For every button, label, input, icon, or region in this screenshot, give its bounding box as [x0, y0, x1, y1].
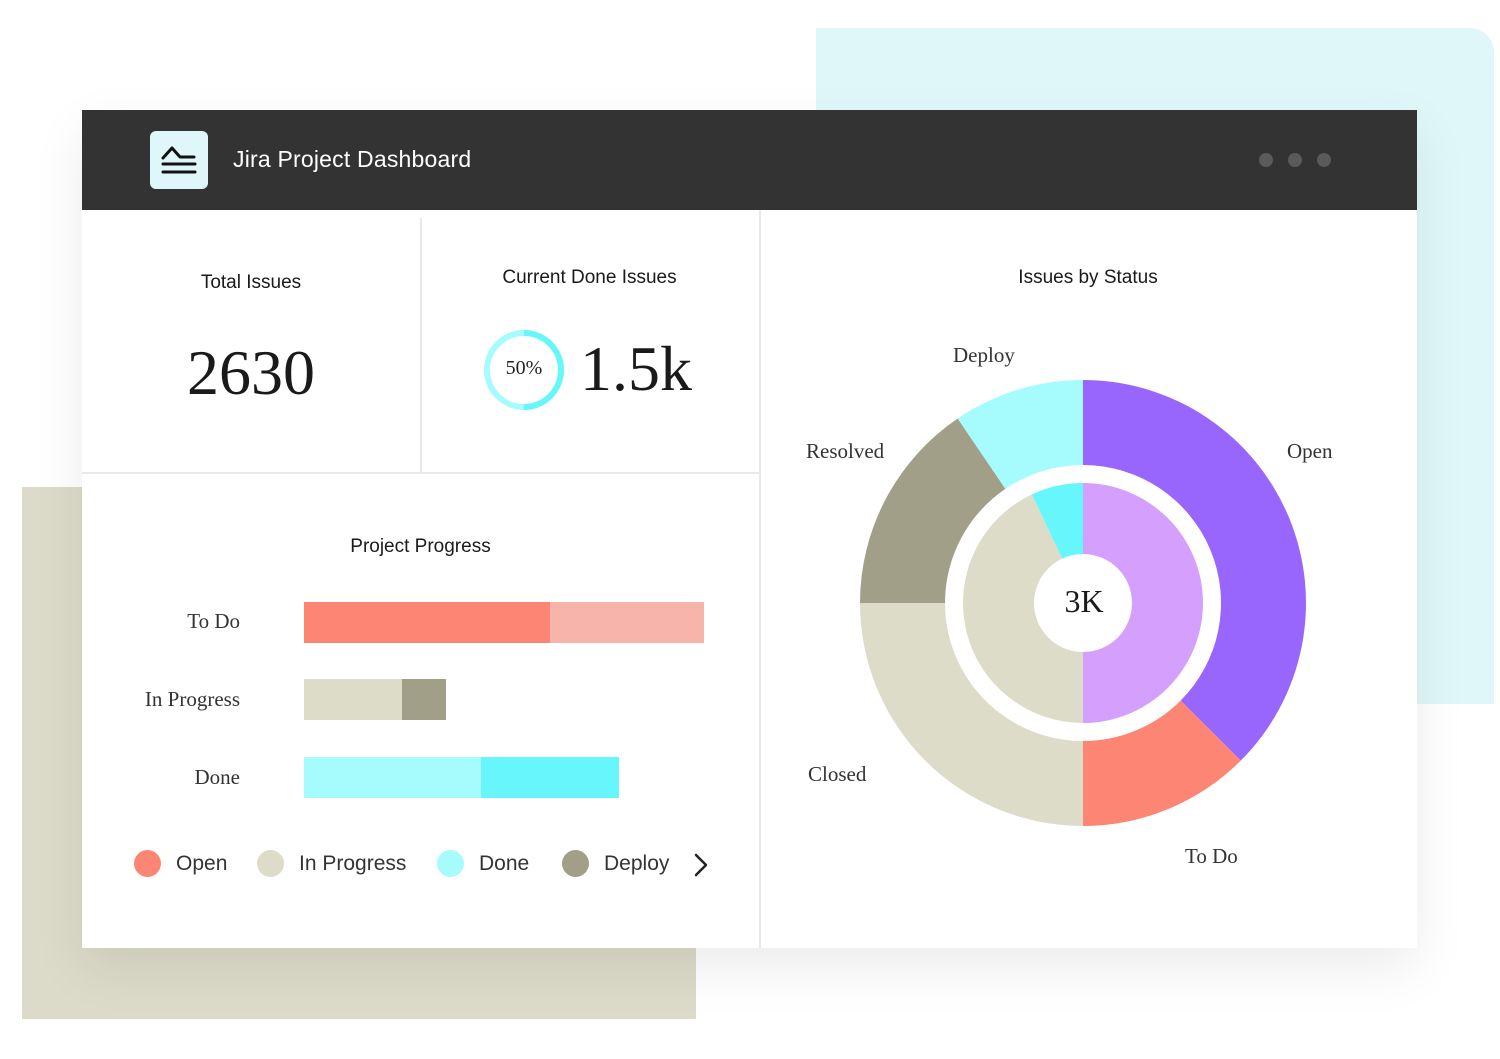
pie-label-deploy: Deploy	[953, 343, 1015, 367]
dot-icon	[1288, 153, 1302, 167]
done-percent-label: 50%	[505, 357, 543, 379]
bar-label-done: Done	[194, 765, 241, 789]
donut-slice	[1083, 380, 1307, 761]
donut-slice	[860, 418, 1006, 603]
donut-slice	[963, 494, 1083, 723]
chevron-right-icon[interactable]	[686, 850, 716, 880]
dot-icon	[1317, 153, 1331, 167]
bar-segment	[304, 679, 402, 720]
total-issues-title: Total Issues	[200, 272, 302, 293]
bar-segment	[550, 602, 704, 643]
divider-vertical	[420, 218, 422, 472]
bar-label-in-progress: In Progress	[144, 687, 240, 711]
total-issues-value: 2630	[187, 337, 315, 408]
legend-item-done: Done	[437, 850, 529, 877]
app-title: Jira Project Dashboard	[233, 146, 472, 172]
dot-icon	[1259, 153, 1273, 167]
pie-label-open: Open	[1287, 439, 1333, 463]
legend-swatch	[257, 850, 284, 877]
donut-slice	[1031, 483, 1083, 559]
divider-vertical	[759, 210, 761, 948]
donut-slice	[1083, 483, 1203, 723]
donut-slice	[1083, 700, 1241, 826]
dashboard-window: Jira Project Dashboard Total Issues 2630…	[82, 110, 1417, 948]
donut-slice	[860, 603, 1083, 826]
legend-label: Deploy	[604, 851, 670, 875]
pie-label-to-do: To Do	[1185, 844, 1238, 868]
bar-segment	[304, 602, 550, 643]
legend-item-deploy: Deploy	[562, 850, 669, 877]
title-bar: Jira Project Dashboard	[82, 110, 1417, 210]
donut-center-label: 3K	[1064, 583, 1104, 619]
legend-swatch	[437, 850, 464, 877]
bar-segment	[402, 679, 446, 720]
legend-label: Open	[176, 851, 228, 875]
legend-swatch	[134, 850, 161, 877]
more-options-icon[interactable]	[1259, 153, 1331, 167]
pie-label-closed: Closed	[808, 762, 867, 786]
bar-label-to-do: To Do	[187, 609, 240, 633]
legend-label: Done	[479, 851, 530, 875]
pie-label-resolved: Resolved	[806, 439, 885, 463]
legend-swatch	[562, 850, 589, 877]
donut-slice	[957, 380, 1083, 489]
done-progress-ring	[484, 330, 564, 410]
legend-item-open: Open	[134, 850, 227, 877]
bar-segment	[481, 757, 620, 798]
issues-by-status-title: Issues by Status	[1018, 267, 1158, 288]
done-progress-ring-fill	[484, 330, 564, 410]
current-done-value: 1.5k	[580, 333, 692, 404]
current-done-title: Current Done Issues	[502, 267, 677, 288]
bar-segment	[304, 757, 482, 798]
legend-item-in-progress: In Progress	[257, 850, 406, 877]
chart-step-icon[interactable]	[150, 131, 208, 189]
project-progress-title: Project Progress	[350, 536, 491, 557]
divider-horizontal	[82, 472, 759, 474]
legend-label: In Progress	[299, 851, 407, 875]
issues-by-status-chart	[860, 380, 1307, 826]
